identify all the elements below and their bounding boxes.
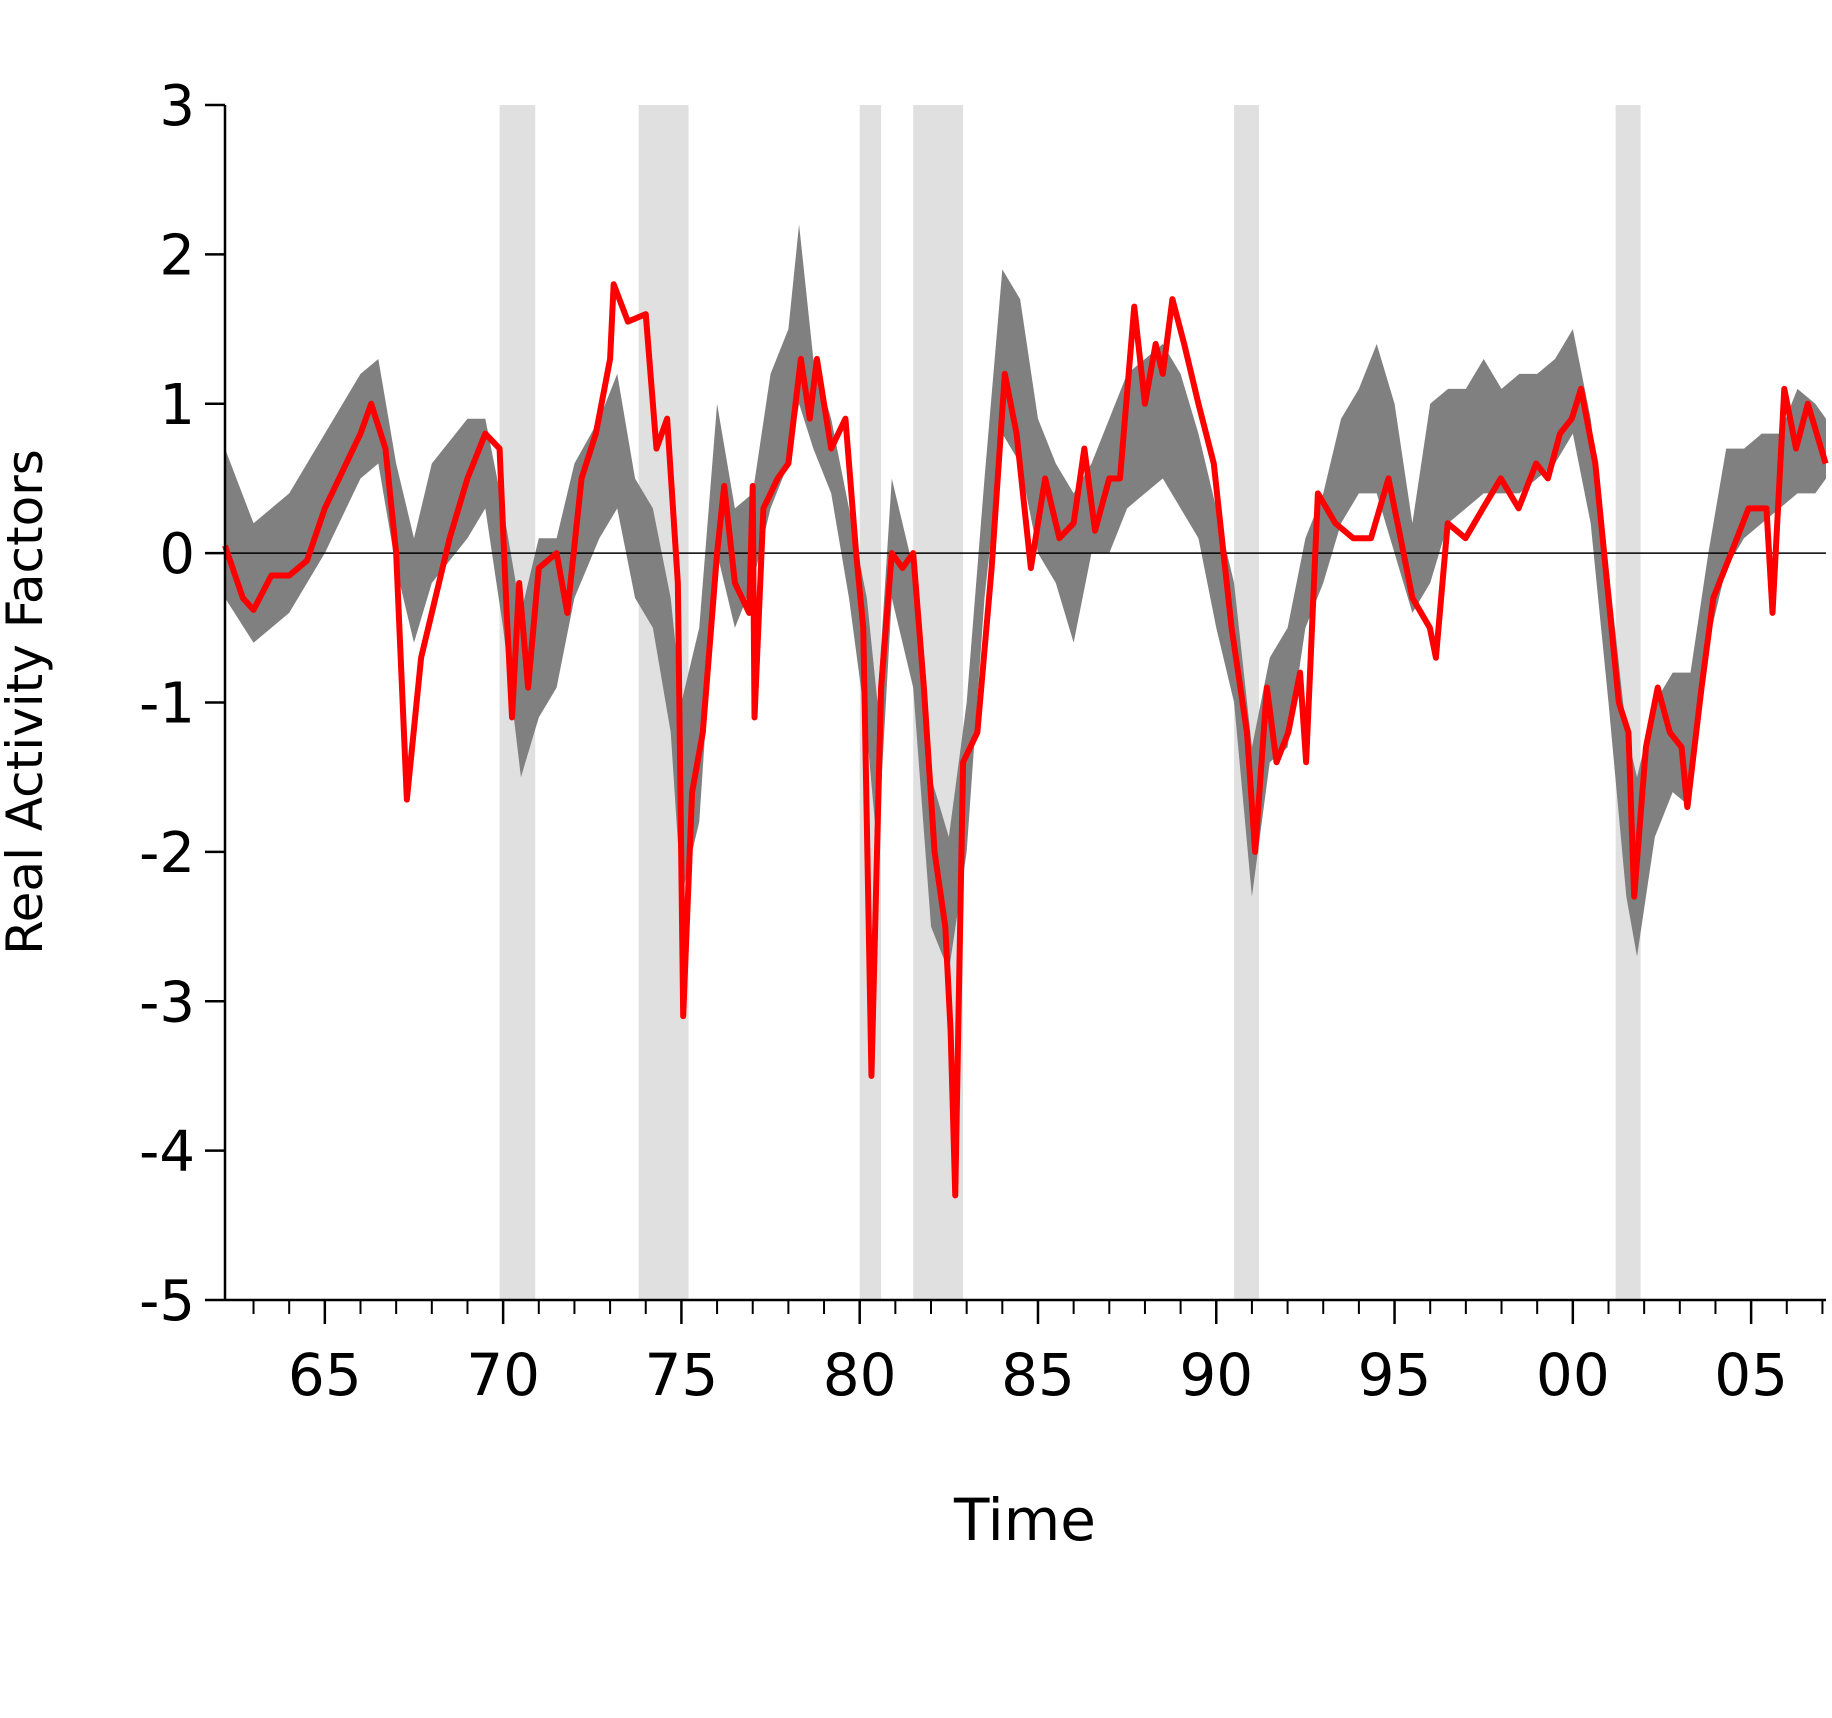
y-tick-label: 1 [159,373,195,438]
x-tick-label: 75 [645,1341,719,1409]
x-tick-label: 80 [823,1341,897,1409]
y-tick-label: -5 [139,1269,195,1334]
y-tick-label: 0 [159,522,195,587]
x-axis-label: Time [953,1486,1096,1554]
y-tick-label: -3 [139,970,195,1035]
y-tick-label: -1 [139,672,195,737]
y-axis-label: Real Activity Factors [0,449,54,955]
y-tick-label: -4 [139,1120,195,1185]
x-tick-label: 85 [1001,1341,1075,1409]
y-tick-label: 2 [159,223,195,288]
x-tick-label: 00 [1536,1341,1610,1409]
x-tick-label: 05 [1714,1341,1788,1409]
y-tick-label: 3 [159,74,195,139]
x-tick-label: 70 [466,1341,540,1409]
confidence-band [225,224,1826,972]
x-tick-label: 65 [288,1341,362,1409]
x-tick-label: 95 [1358,1341,1432,1409]
y-tick-label: -2 [139,821,195,886]
series-line [222,281,1829,1199]
x-tick-label: 90 [1179,1341,1253,1409]
